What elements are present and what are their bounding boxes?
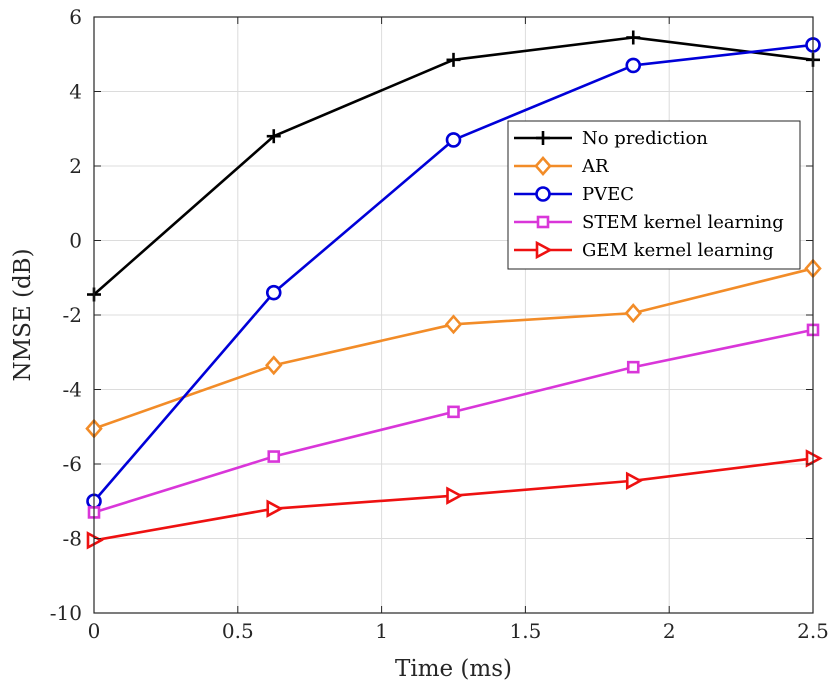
y-tick-label: 6 xyxy=(69,5,82,29)
legend-label: AR xyxy=(581,156,609,177)
legend: No prediction AR PVEC STEM kernel learning G… xyxy=(507,120,801,270)
data-point xyxy=(624,303,642,324)
legend-item: GEM kernel learning xyxy=(514,240,774,261)
legend-item: AR xyxy=(514,156,609,177)
y-tick-label: -2 xyxy=(63,303,82,327)
x-tick-label: 1.5 xyxy=(509,619,541,643)
legend-marker xyxy=(536,131,550,145)
data-point xyxy=(446,486,464,505)
legend-label: STEM kernel learning xyxy=(582,212,784,233)
series-pvec xyxy=(86,37,821,510)
y-tick-label: 4 xyxy=(69,80,82,104)
data-point xyxy=(267,450,281,463)
data-point xyxy=(444,314,463,335)
x-tick-label: 2.5 xyxy=(797,619,829,643)
x-axis-label: Time (ms) xyxy=(395,656,512,682)
data-point xyxy=(447,405,460,419)
legend-label: No prediction xyxy=(582,128,708,149)
data-point xyxy=(265,284,282,301)
legend-item: PVEC xyxy=(514,184,634,205)
y-tick-label: 0 xyxy=(69,229,82,253)
data-point xyxy=(625,471,643,490)
data-point xyxy=(266,129,281,144)
legend-label: PVEC xyxy=(582,184,634,205)
data-point xyxy=(445,132,462,148)
axis-ticks: 0 0.5 1 1.5 2 2.5 -10 -8 -6 -4 -2 0 2 4 6 xyxy=(50,5,829,643)
y-axis-label: NMSE (dB) xyxy=(10,248,36,381)
x-tick-label: 0 xyxy=(88,619,101,643)
y-tick-label: 2 xyxy=(69,154,82,178)
y-tick-label: -6 xyxy=(63,452,82,476)
legend-item: No prediction xyxy=(514,128,708,149)
legend-marker xyxy=(535,240,553,260)
legend-marker xyxy=(535,186,551,202)
series-gem-kernel-learning xyxy=(86,449,823,550)
data-point xyxy=(626,30,641,45)
legend-marker xyxy=(534,156,552,176)
data-point xyxy=(446,52,461,67)
data-point xyxy=(625,57,642,74)
legend-label: GEM kernel learning xyxy=(582,240,774,261)
legend-item: STEM kernel learning xyxy=(514,212,784,233)
data-point xyxy=(626,360,640,374)
y-tick-label: -4 xyxy=(63,378,82,402)
y-tick-label: -8 xyxy=(63,527,82,551)
y-tick-label: -10 xyxy=(50,601,82,625)
x-tick-label: 0.5 xyxy=(222,619,254,643)
legend-marker xyxy=(536,215,550,229)
x-tick-label: 1 xyxy=(375,619,388,643)
data-point xyxy=(266,499,284,518)
x-tick-label: 2 xyxy=(663,619,676,643)
data-point xyxy=(265,355,283,376)
